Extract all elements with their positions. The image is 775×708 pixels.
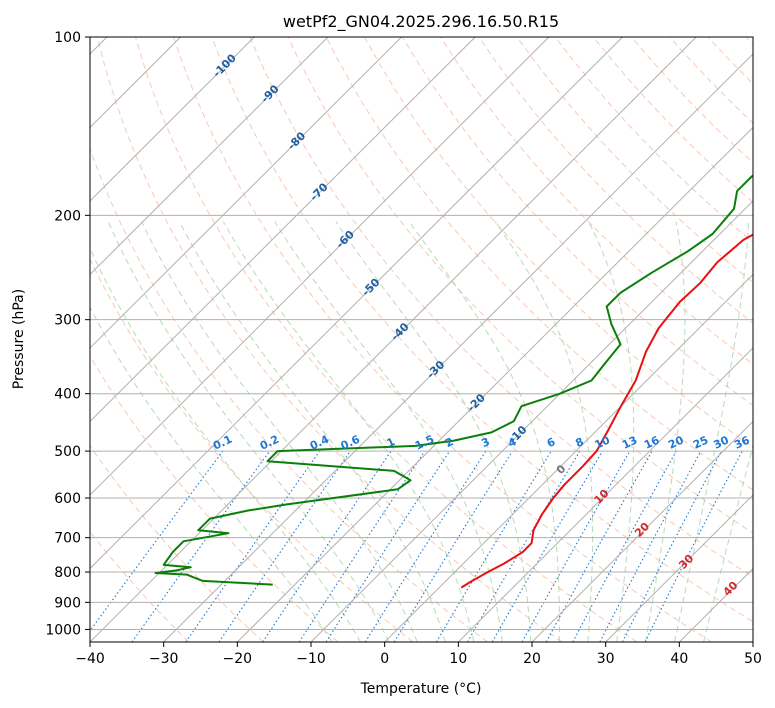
y-tick-label: 1000 xyxy=(45,622,81,638)
isotherm xyxy=(310,200,753,642)
x-tick-label: 0 xyxy=(380,651,389,667)
y-axis-label: Pressure (hPa) xyxy=(11,289,27,389)
mixing-ratio-line xyxy=(393,450,513,642)
moist-adiabats xyxy=(90,221,753,642)
moist-adiabat xyxy=(335,221,532,642)
isotherm xyxy=(457,347,753,642)
isotherm xyxy=(90,37,623,570)
mixing-ratio-line xyxy=(185,450,321,642)
mixing-ratio-label: 36 xyxy=(732,433,752,451)
moist-adiabat xyxy=(107,221,390,642)
y-tick-label: 800 xyxy=(54,565,81,581)
x-tick-label: 10 xyxy=(449,651,467,667)
mixing-ratio-line xyxy=(545,450,653,642)
temperature-line xyxy=(460,233,753,589)
plot-frame xyxy=(89,36,754,643)
isotherm xyxy=(90,37,476,423)
mixing-ratio-line xyxy=(572,450,677,642)
mixing-ratio-line xyxy=(262,450,392,642)
x-tick-label: −20 xyxy=(223,651,253,667)
isotherm xyxy=(90,37,255,202)
moist-adiabat xyxy=(90,306,333,642)
mixing-ratio-line xyxy=(644,450,743,642)
x-tick-label: −10 xyxy=(296,651,326,667)
dry-adiabat xyxy=(325,37,753,491)
isotherm xyxy=(163,53,753,642)
mixing-ratio-line xyxy=(521,450,631,642)
y-tick-label: 500 xyxy=(54,444,81,460)
y-tick-label: 600 xyxy=(54,491,81,507)
dry-adiabat xyxy=(287,37,753,534)
dry-adiabat xyxy=(90,258,414,642)
moist-adiabat xyxy=(408,221,560,642)
background-lines xyxy=(90,37,753,642)
mixing-ratio-lines xyxy=(90,450,743,642)
mixing-ratio-label: 10 xyxy=(593,433,613,451)
dry-adiabat xyxy=(90,355,339,642)
y-tick-label: 100 xyxy=(54,30,81,46)
dewpoint-line xyxy=(154,174,753,586)
dry-adiabat xyxy=(96,37,563,642)
isotherm xyxy=(90,37,402,349)
mixing-ratio-label: 20 xyxy=(666,433,686,451)
x-axis-label: Temperature (°C) xyxy=(360,681,482,697)
moist-adiabat xyxy=(222,221,475,642)
isotherm xyxy=(90,37,697,642)
isotherms xyxy=(90,37,753,642)
dry-adiabats xyxy=(90,37,753,642)
mixing-ratio-line xyxy=(90,450,224,632)
dry-adiabat xyxy=(134,37,638,642)
isotherm xyxy=(90,37,550,496)
moist-adiabat xyxy=(588,221,635,642)
x-tick-label: −40 xyxy=(75,651,105,667)
moist-adiabat xyxy=(179,221,446,642)
mixing-ratio-label: 13 xyxy=(620,434,639,452)
mixing-ratio-label: 30 xyxy=(712,433,732,451)
y-axis-ticks: 100 200 300 400 500 600 700 800 900 1000 xyxy=(45,30,90,638)
mixing-ratio-label: 25 xyxy=(691,434,710,452)
moist-adiabat xyxy=(645,221,686,642)
profile-lines xyxy=(154,174,753,589)
dry-adiabat xyxy=(249,37,753,578)
x-tick-label: 30 xyxy=(597,651,615,667)
isotherm xyxy=(384,273,753,642)
mixing-ratio-line xyxy=(325,450,451,642)
moist-adiabat xyxy=(494,221,594,642)
moist-adiabat xyxy=(674,221,749,642)
y-tick-label: 700 xyxy=(54,531,81,547)
mixing-ratio-line xyxy=(364,450,487,642)
mixing-ratio-line xyxy=(298,450,426,642)
dry-adiabat xyxy=(90,445,264,642)
mixing-ratio-line xyxy=(218,450,351,642)
isotherm xyxy=(236,126,753,642)
x-tick-label: 20 xyxy=(523,651,541,667)
x-tick-label: 50 xyxy=(744,651,762,667)
dry-adiabat xyxy=(211,37,753,623)
dry-adiabat xyxy=(173,37,712,642)
chart-title: wetPf2_GN04.2025.296.16.50.R15 xyxy=(283,12,559,32)
y-tick-label: 300 xyxy=(54,313,81,329)
y-tick-label: 900 xyxy=(54,595,81,611)
moist-adiabat xyxy=(141,221,418,642)
isotherm xyxy=(90,37,329,276)
x-axis-ticks: −40 −30 −20 −10 0 10 20 30 40 50 xyxy=(75,642,762,667)
mixing-ratio-line xyxy=(131,450,271,642)
y-tick-label: 400 xyxy=(54,387,81,403)
x-tick-label: 40 xyxy=(670,651,688,667)
isotherm xyxy=(605,494,753,642)
moist-adiabat xyxy=(90,247,362,642)
dry-adiabat xyxy=(516,37,753,284)
mixing-ratio-label: 16 xyxy=(642,433,662,451)
x-tick-label: −30 xyxy=(149,651,179,667)
y-tick-label: 200 xyxy=(54,208,81,224)
isotherm xyxy=(531,420,753,642)
